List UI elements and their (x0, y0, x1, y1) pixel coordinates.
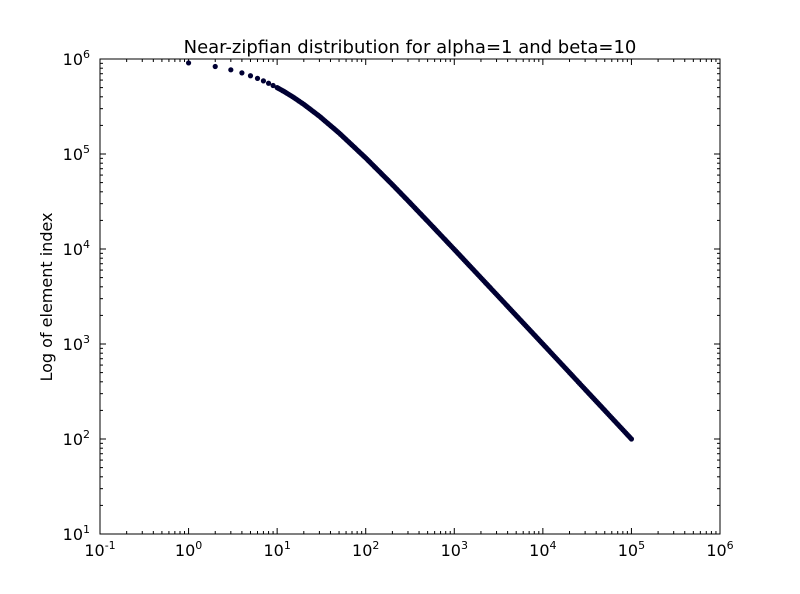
data-point (247, 73, 254, 79)
data-point (254, 75, 261, 81)
data-points (185, 60, 635, 442)
data-point (185, 60, 192, 66)
data-point (239, 70, 245, 76)
chart-title: Near-zipfian distribution for alpha=1 an… (184, 37, 637, 58)
data-point (270, 82, 276, 89)
data-point (228, 67, 234, 73)
y-axis-label: Log of element index (37, 212, 56, 381)
plot-area-frame (99, 58, 721, 535)
data-point (628, 436, 635, 442)
data-point (212, 63, 218, 70)
data-point (265, 80, 272, 86)
data-point (260, 78, 267, 84)
